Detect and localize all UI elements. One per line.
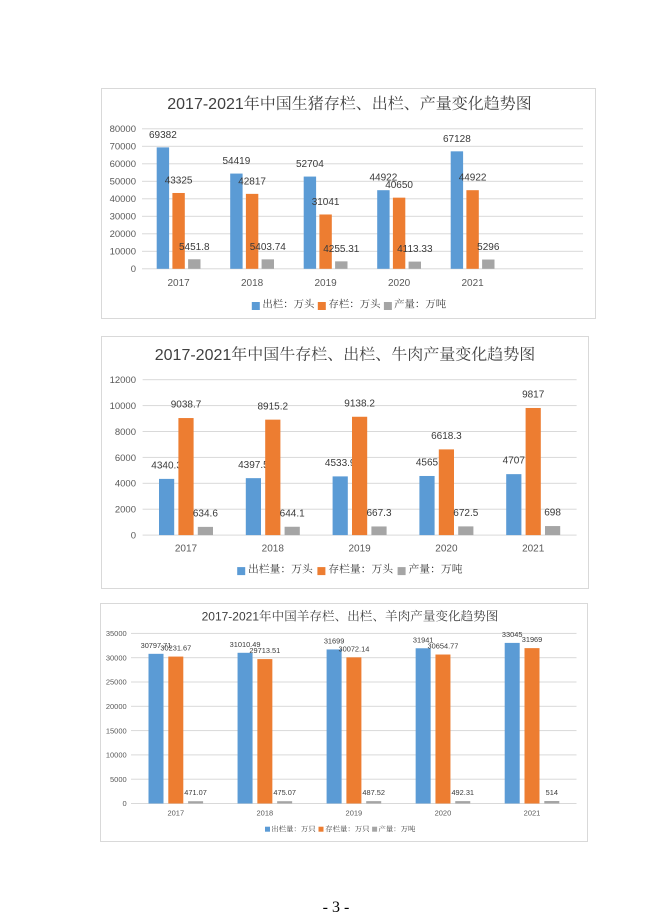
- svg-text:12000: 12000: [110, 375, 136, 386]
- svg-text:2017-2021: 2017-2021: [202, 610, 260, 624]
- svg-text:44922: 44922: [459, 173, 487, 184]
- svg-text:2021: 2021: [522, 543, 545, 554]
- svg-text:2020: 2020: [388, 278, 411, 289]
- svg-text:4565: 4565: [416, 458, 439, 469]
- svg-text:5296: 5296: [477, 242, 500, 253]
- svg-text:475.07: 475.07: [273, 788, 296, 797]
- svg-text:54419: 54419: [222, 156, 250, 167]
- svg-text:6618.3: 6618.3: [431, 431, 462, 442]
- svg-text:40000: 40000: [110, 194, 136, 205]
- svg-text:35000: 35000: [106, 629, 127, 638]
- svg-text:6000: 6000: [115, 453, 136, 464]
- svg-text:667.3: 667.3: [366, 508, 391, 519]
- svg-text:2018: 2018: [241, 278, 264, 289]
- svg-text:44922: 44922: [369, 173, 397, 184]
- svg-text:43325: 43325: [165, 175, 193, 186]
- svg-text:8000: 8000: [115, 427, 136, 438]
- svg-text:4340.3: 4340.3: [151, 460, 182, 471]
- svg-text:698: 698: [544, 508, 561, 519]
- svg-text:2021: 2021: [524, 809, 541, 818]
- svg-text:514: 514: [546, 788, 558, 797]
- svg-text:4397.5: 4397.5: [238, 460, 269, 471]
- svg-text:30000: 30000: [110, 212, 136, 223]
- svg-text:10000: 10000: [110, 247, 136, 258]
- svg-text:42817: 42817: [238, 176, 266, 187]
- svg-text:9138.2: 9138.2: [344, 398, 375, 409]
- svg-text:29713.51: 29713.51: [249, 646, 280, 655]
- svg-text:70000: 70000: [110, 142, 136, 153]
- svg-text:10000: 10000: [106, 751, 127, 760]
- svg-text:5403.74: 5403.74: [250, 242, 287, 253]
- svg-text:644.1: 644.1: [280, 508, 305, 519]
- svg-text:31969: 31969: [522, 635, 543, 644]
- svg-text:50000: 50000: [110, 177, 136, 188]
- svg-text:2017: 2017: [175, 543, 198, 554]
- svg-text:672.5: 672.5: [453, 508, 478, 519]
- svg-text:0: 0: [131, 531, 136, 542]
- svg-text:67128: 67128: [443, 134, 471, 145]
- svg-text:2019: 2019: [346, 809, 363, 818]
- svg-text:30654.77: 30654.77: [428, 642, 459, 651]
- svg-text:31010.49: 31010.49: [230, 640, 261, 649]
- svg-text:20000: 20000: [106, 702, 127, 711]
- svg-text:4000: 4000: [115, 479, 136, 490]
- svg-text:634.6: 634.6: [193, 508, 218, 519]
- svg-text:2017: 2017: [167, 278, 190, 289]
- svg-text:4707: 4707: [503, 456, 526, 467]
- svg-text:2017: 2017: [167, 809, 184, 818]
- svg-text:33045: 33045: [502, 630, 523, 639]
- svg-text:25000: 25000: [106, 678, 127, 687]
- svg-text:31041: 31041: [312, 197, 340, 208]
- svg-text:- 3 -: - 3 -: [323, 899, 350, 916]
- svg-text:0: 0: [131, 264, 136, 275]
- svg-text:4255.31: 4255.31: [323, 244, 360, 255]
- svg-text:2000: 2000: [115, 505, 136, 516]
- svg-text:8915.2: 8915.2: [258, 401, 289, 412]
- svg-text:9817: 9817: [522, 390, 545, 401]
- svg-text:2017-2021: 2017-2021: [155, 347, 232, 364]
- svg-text:9038.7: 9038.7: [171, 400, 202, 411]
- svg-text:2021: 2021: [461, 278, 484, 289]
- svg-text:2020: 2020: [435, 809, 452, 818]
- svg-text:2018: 2018: [262, 543, 285, 554]
- svg-text:30231.67: 30231.67: [160, 644, 191, 653]
- svg-text:31699: 31699: [324, 636, 345, 645]
- svg-text:2017-2021: 2017-2021: [167, 96, 244, 113]
- svg-text:30072.14: 30072.14: [338, 644, 369, 653]
- svg-text:30000: 30000: [106, 653, 127, 662]
- svg-text:5000: 5000: [110, 775, 127, 784]
- svg-text:69382: 69382: [149, 130, 177, 141]
- svg-text:5451.8: 5451.8: [179, 242, 210, 253]
- svg-text:52704: 52704: [296, 159, 324, 170]
- svg-text:2019: 2019: [348, 543, 371, 554]
- svg-text:2020: 2020: [435, 543, 458, 554]
- svg-text:2019: 2019: [314, 278, 337, 289]
- svg-text:487.52: 487.52: [362, 788, 385, 797]
- svg-text:20000: 20000: [110, 229, 136, 240]
- svg-text:60000: 60000: [110, 159, 136, 170]
- svg-text:2018: 2018: [257, 809, 274, 818]
- svg-text:4113.33: 4113.33: [397, 244, 433, 255]
- svg-text:30797.71: 30797.71: [141, 641, 172, 650]
- svg-text:15000: 15000: [106, 726, 127, 735]
- svg-text:80000: 80000: [110, 124, 136, 135]
- svg-text:10000: 10000: [110, 401, 136, 412]
- svg-text:31941: 31941: [413, 635, 434, 644]
- svg-text:4533.9: 4533.9: [325, 458, 356, 469]
- svg-text:0: 0: [123, 799, 127, 808]
- svg-text:492.31: 492.31: [451, 788, 474, 797]
- svg-text:471.07: 471.07: [184, 788, 207, 797]
- svg-text:40650: 40650: [385, 180, 413, 191]
